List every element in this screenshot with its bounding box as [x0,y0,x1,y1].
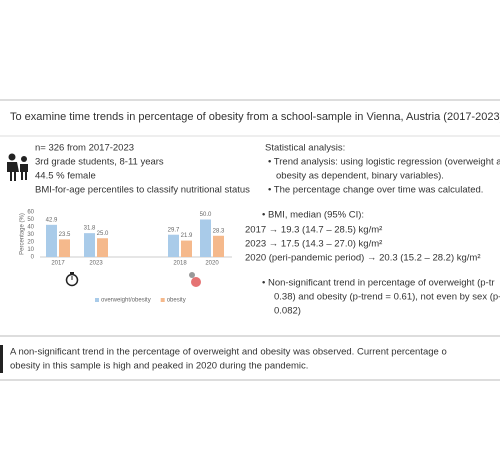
result-line: • BMI, median (95% CI): [262,210,364,221]
y-tick-label: 20 [27,240,34,246]
bar [97,238,108,257]
x-tick-label: 2020 [205,261,219,267]
children-icon [7,153,28,181]
value-label: 29.7 [168,227,180,233]
legend-label: obesity [167,298,186,304]
virus-icon [189,272,201,287]
legend-label: overweight/obesity [101,298,151,304]
y-tick-label: 60 [27,210,34,216]
result-line: 0.38) and obesity (p-trend = 0.61), not … [274,292,500,303]
result-line: 2023 → 17.5 (14.3 – 27.0) kg/m² [245,239,382,250]
methods-heading: Statistical analysis: [265,143,345,154]
sample-line: 3rd grade students, 8-11 years [35,157,164,168]
value-label: 50.0 [200,212,212,218]
bar [84,233,95,257]
methods-line: • Trend analysis: using logistic regress… [268,157,500,168]
value-label: 28.3 [213,228,225,234]
bar [200,219,211,257]
bar [46,224,57,257]
methods-line: • The percentage change over time was ca… [268,185,483,196]
y-axis-label: Percentage (%) [20,213,26,255]
y-tick-label: 10 [27,247,34,253]
x-tick-label: 2018 [173,261,187,267]
value-label: 42.9 [46,217,58,223]
title: To examine time trends in percentage of … [10,111,500,123]
value-label: 23.5 [59,232,71,238]
legend-swatch [95,298,99,302]
y-tick-label: 40 [27,225,34,231]
accent-bar [0,345,3,373]
result-line: 2020 (peri-pandemic period) → 20.3 (15.2… [245,253,481,264]
legend-swatch [160,298,165,302]
bar [168,234,179,257]
result-line: 2017 → 19.3 (14.7 – 28.5) kg/m² [245,225,382,236]
x-tick-label: 2023 [89,261,103,267]
result-line: 0.082) [274,306,301,317]
sample-line: n= 326 from 2017-2023 [35,143,134,154]
value-label: 31.8 [84,226,96,232]
stopwatch-icon [65,272,79,287]
result-line: • Non-significant trend in percentage of… [262,278,495,289]
bar [181,240,192,257]
y-tick-label: 30 [27,232,34,238]
value-label: 21.9 [181,233,193,239]
bar [59,239,70,257]
conclusion-line: obesity in this sample is high and peake… [10,361,308,372]
x-tick-label: 2017 [51,261,65,267]
bar [213,235,224,257]
sample-line: BMI-for-age percentiles to classify nutr… [35,185,250,196]
conclusion-line: A non-significant trend in the percentag… [10,347,447,358]
y-tick-label: 0 [31,255,35,261]
y-tick-label: 50 [27,217,34,223]
value-label: 25.0 [97,231,109,237]
methods-line: obesity as dependent, binary variables). [276,171,444,182]
sample-line: 44.5 % female [35,171,96,182]
